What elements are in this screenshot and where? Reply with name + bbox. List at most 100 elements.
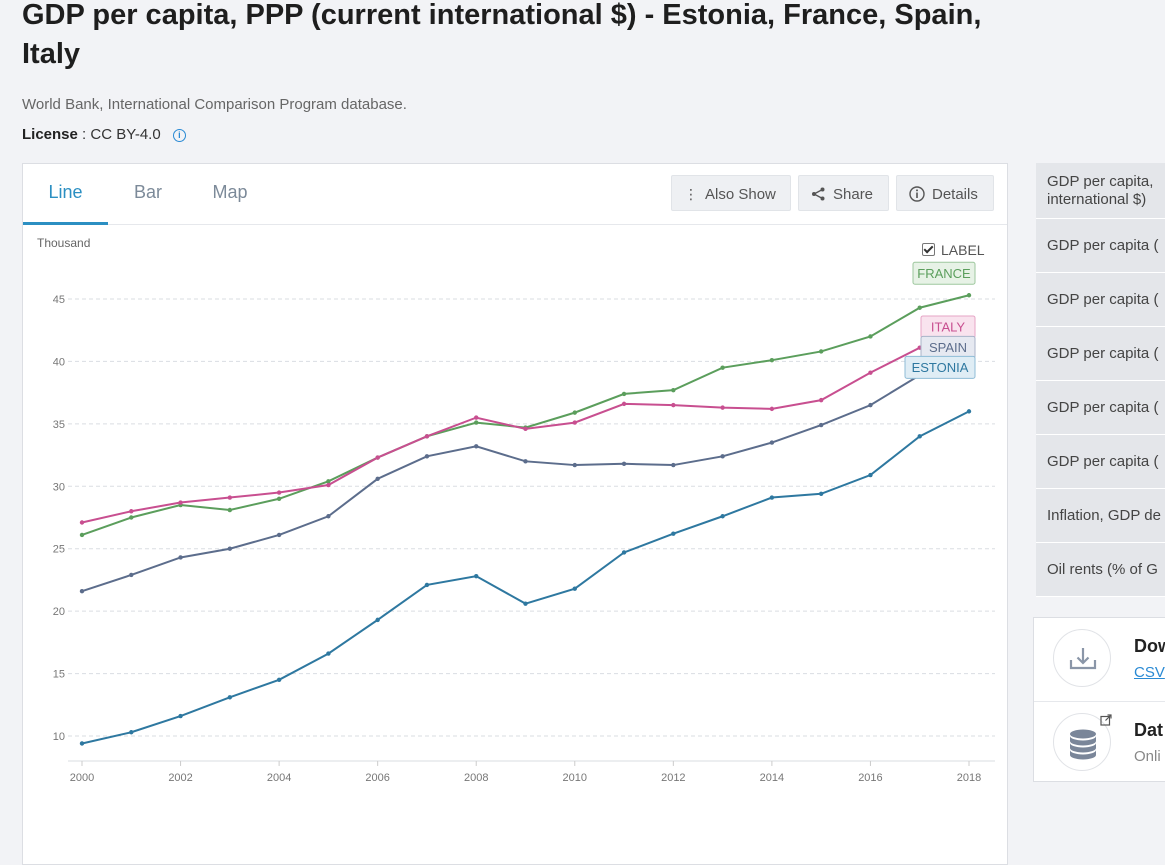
data-point[interactable] — [572, 462, 577, 468]
data-point[interactable] — [621, 391, 627, 397]
data-point[interactable] — [720, 514, 725, 519]
data-point[interactable] — [326, 514, 331, 519]
data-point[interactable] — [375, 617, 380, 623]
data-point[interactable] — [671, 402, 676, 408]
data-point[interactable] — [523, 601, 528, 606]
data-point[interactable] — [79, 520, 85, 525]
tab-map[interactable]: Map — [212, 182, 248, 202]
data-point[interactable] — [572, 410, 577, 415]
data-point[interactable] — [227, 546, 233, 551]
data-point[interactable] — [129, 730, 134, 735]
data-point[interactable] — [424, 582, 430, 588]
details-button[interactable]: Details — [896, 175, 994, 211]
data-point[interactable] — [720, 454, 725, 459]
data-point[interactable] — [769, 357, 775, 363]
database-icon[interactable] — [1053, 713, 1111, 771]
data-point[interactable] — [769, 495, 775, 500]
data-point[interactable] — [671, 387, 676, 393]
series-label-spain: SPAIN — [929, 340, 967, 355]
data-point[interactable] — [178, 555, 183, 560]
data-point[interactable] — [671, 462, 676, 468]
data-point[interactable] — [227, 495, 233, 500]
data-point[interactable] — [227, 507, 233, 513]
data-point[interactable] — [868, 402, 873, 408]
data-point[interactable] — [129, 515, 134, 520]
data-point[interactable] — [966, 293, 972, 298]
info-icon[interactable]: i — [172, 129, 186, 142]
data-point[interactable] — [917, 305, 922, 310]
data-point[interactable] — [474, 420, 479, 425]
data-point[interactable] — [621, 461, 627, 467]
related-indicator-label: Inflation, GDP de — [1047, 507, 1161, 524]
csv-link[interactable]: CSV — [1134, 664, 1165, 681]
data-point[interactable] — [326, 482, 331, 488]
data-point[interactable] — [621, 550, 627, 555]
data-point[interactable] — [474, 415, 479, 420]
data-point[interactable] — [572, 586, 577, 591]
related-indicator-item[interactable]: GDP per capita ( — [1036, 381, 1165, 435]
data-point[interactable] — [227, 695, 233, 700]
tab-line[interactable]: Line — [23, 164, 108, 225]
related-indicator-item[interactable]: GDP per capita ( — [1036, 219, 1165, 273]
data-point[interactable] — [129, 509, 134, 514]
y-tick-label: 20 — [53, 606, 65, 618]
related-indicator-item[interactable]: GDP per capita ( — [1036, 273, 1165, 327]
data-point[interactable] — [276, 677, 282, 683]
data-point[interactable] — [375, 476, 380, 481]
data-point[interactable] — [523, 426, 528, 432]
data-point[interactable] — [276, 490, 282, 495]
also-show-button[interactable]: ⋮ Also Show — [671, 175, 791, 211]
data-point[interactable] — [79, 741, 85, 746]
data-point[interactable] — [276, 532, 282, 538]
data-point[interactable] — [79, 532, 85, 538]
data-point[interactable] — [523, 459, 528, 464]
data-point[interactable] — [178, 500, 183, 505]
data-point[interactable] — [769, 440, 775, 445]
data-point[interactable] — [720, 405, 725, 410]
x-tick-label: 2018 — [957, 772, 981, 784]
related-indicator-item[interactable]: GDP per capita, international $) — [1036, 163, 1165, 219]
related-indicator-item[interactable]: Oil rents (% of G — [1036, 543, 1165, 597]
data-point[interactable] — [720, 365, 725, 370]
data-point[interactable] — [818, 422, 824, 428]
y-tick-label: 45 — [53, 294, 65, 306]
series-labels: FRANCE ITALY SPAIN ESTONIA — [904, 261, 976, 379]
data-point[interactable] — [326, 651, 331, 656]
data-point[interactable] — [474, 444, 479, 449]
data-point[interactable] — [966, 409, 972, 414]
license-value: : CC BY-4.0 — [82, 126, 161, 143]
share-button[interactable]: Share — [798, 175, 889, 211]
data-point[interactable] — [572, 420, 577, 425]
data-point[interactable] — [671, 531, 676, 536]
related-indicator-item[interactable]: GDP per capita ( — [1036, 327, 1165, 381]
data-point[interactable] — [868, 334, 873, 339]
data-point[interactable] — [868, 472, 873, 478]
data-point[interactable] — [375, 455, 380, 460]
data-point[interactable] — [178, 713, 183, 719]
data-point[interactable] — [621, 401, 627, 407]
x-tick-label: 2014 — [760, 772, 784, 784]
data-point[interactable] — [276, 496, 282, 501]
data-point[interactable] — [424, 434, 430, 439]
y-tick-label: 40 — [53, 356, 65, 368]
related-indicator-item[interactable]: GDP per capita ( — [1036, 435, 1165, 489]
label-toggle[interactable]: LABEL — [922, 242, 985, 258]
data-point[interactable] — [129, 572, 134, 578]
data-point[interactable] — [868, 370, 873, 375]
data-point[interactable] — [818, 397, 824, 403]
data-point[interactable] — [769, 406, 775, 412]
data-point[interactable] — [818, 491, 824, 496]
label-checkbox[interactable] — [922, 243, 935, 256]
data-point[interactable] — [474, 573, 479, 579]
data-point[interactable] — [79, 588, 85, 594]
external-link-icon[interactable] — [1100, 713, 1112, 731]
data-point[interactable] — [818, 349, 824, 354]
data-point[interactable] — [424, 454, 430, 459]
download-icon[interactable] — [1053, 629, 1111, 687]
data-point[interactable] — [917, 434, 922, 439]
related-indicator-item[interactable]: Inflation, GDP de — [1036, 489, 1165, 543]
data-point[interactable] — [326, 479, 331, 484]
related-indicator-label: GDP per capita ( — [1047, 291, 1159, 308]
series-line-spain[interactable] — [81, 365, 970, 593]
tab-bar[interactable]: Bar — [133, 182, 162, 202]
